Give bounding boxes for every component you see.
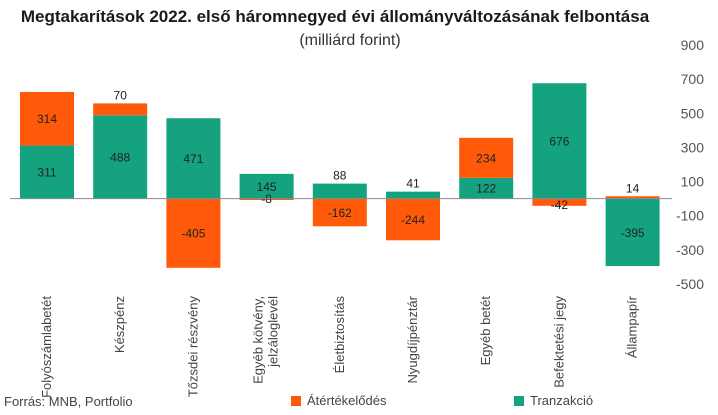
- y-tick-label: 500: [681, 105, 705, 121]
- bar-atertekelodes-tozsdei-reszveny: [166, 198, 221, 268]
- data-label-atertekelodes-tozsdei-reszveny: -405: [181, 227, 205, 241]
- bar-tranzakcio-nyugdijpenztar: [386, 191, 440, 199]
- y-tick-label: -100: [676, 208, 704, 224]
- data-label-atertekelodes-egyeb-betet: 234: [476, 151, 496, 165]
- x-tick-label: Tőzsdei részvény: [185, 296, 200, 398]
- data-label-atertekelodes-befektetesi-jegy: -42: [551, 198, 569, 212]
- legend-label-tranzakcio: Tranzakció: [530, 393, 594, 408]
- data-label-tranzakcio-eletbiztositas: 88: [333, 169, 347, 183]
- data-label-tranzakcio-egyeb-betet: 122: [476, 182, 496, 196]
- bar-atertekelodes-nyugdijpenztar: [386, 198, 440, 241]
- bar-atertekelodes-befektetesi-jegy: [532, 198, 587, 206]
- data-label-atertekelodes-eletbiztositas: -162: [328, 206, 352, 220]
- x-tick-label: Életbiztosítás: [332, 296, 347, 374]
- bar-tranzakcio-befektetesi-jegy: [532, 83, 587, 199]
- y-tick-label: 300: [681, 139, 705, 155]
- source-note: Forrás: MNB, Portfolio: [4, 394, 133, 409]
- chart-title: Megtakarítások 2022. első háromnegyed év…: [20, 7, 650, 26]
- y-tick-label: 100: [681, 174, 705, 190]
- bar-atertekelodes-eletbiztositas: [312, 198, 367, 227]
- data-label-tranzakcio-allampapir: -395: [621, 226, 645, 240]
- data-label-tranzakcio-tozsdei-reszveny: 471: [183, 152, 203, 166]
- legend-item-atertekelodes: Átértékelődés: [291, 393, 387, 408]
- data-label-tranzakcio-egyeb-kotveny-jelzaloglevel: 145: [257, 180, 277, 194]
- x-tick-label: Állampapír: [625, 295, 640, 358]
- bar-atertekelodes-egyeb-betet: [459, 137, 514, 178]
- bar-atertekelodes-folyoszamlabetet: [20, 91, 74, 146]
- data-label-tranzakcio-befektetesi-jegy: 676: [549, 134, 569, 148]
- data-label-atertekelodes-keszpenz: 70: [114, 88, 128, 102]
- bar-tranzakcio-egyeb-kotveny-jelzaloglevel: [239, 173, 294, 199]
- bar-atertekelodes-allampapir: [605, 196, 660, 199]
- data-label-atertekelodes-nyugdijpenztar: -244: [401, 213, 425, 227]
- legend-label-atertekelodes: Átértékelődés: [307, 393, 387, 408]
- y-tick-label: -300: [676, 242, 704, 258]
- y-tick-label: -500: [676, 276, 704, 292]
- legend-swatch-tranzakcio: [514, 395, 524, 406]
- bar-atertekelodes-egyeb-kotveny-jelzaloglevel: [239, 198, 294, 201]
- bar-tranzakcio-keszpenz: [93, 115, 148, 199]
- bar-tranzakcio-egyeb-betet: [459, 177, 514, 199]
- bar-tranzakcio-eletbiztositas: [312, 183, 367, 199]
- x-tick-label: Folyószámlabetét: [39, 296, 54, 398]
- data-label-atertekelodes-allampapir: 14: [626, 181, 640, 195]
- bar-tranzakcio-tozsdei-reszveny: [166, 118, 221, 199]
- legend-swatch-atertekelodes: [291, 395, 301, 406]
- bar-tranzakcio-folyoszamlabetet: [20, 145, 74, 199]
- x-tick-label: Egyéb kötvény,jelzáloglevél: [251, 296, 281, 384]
- x-tick-label: Nyugdíjpénztár: [405, 295, 420, 383]
- data-label-tranzakcio-nyugdijpenztar: 41: [406, 177, 420, 191]
- chart-subtitle: (milliárd forint): [299, 32, 401, 49]
- bar-tranzakcio-allampapir: [605, 198, 660, 267]
- x-tick-label: Egyéb betét: [478, 296, 493, 366]
- legend-item-tranzakcio: Tranzakció: [514, 393, 593, 408]
- y-tick-label: 900: [681, 37, 705, 53]
- data-label-tranzakcio-folyoszamlabetet: 311: [37, 166, 56, 180]
- x-tick-label: Készpénz: [112, 296, 127, 353]
- x-tick-label: Befektetési jegy: [551, 296, 566, 388]
- bar-atertekelodes-keszpenz: [93, 103, 148, 116]
- data-label-tranzakcio-keszpenz: 488: [110, 150, 130, 164]
- y-tick-label: 700: [681, 71, 705, 87]
- data-label-atertekelodes-folyoszamlabetet: 314: [37, 112, 57, 126]
